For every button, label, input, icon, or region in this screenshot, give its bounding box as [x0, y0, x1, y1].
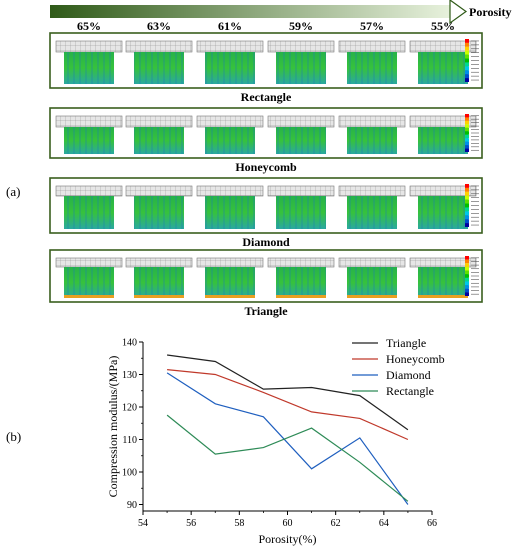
row-name: Diamond — [242, 235, 290, 249]
fem-specimen — [125, 40, 193, 84]
modulus-chart: 54 56 58 60 62 64 66 90 100 110 120 130 140 Porosity(… — [106, 336, 445, 546]
y-tick-label: 90 — [127, 500, 137, 511]
panel-a-label: (a) — [6, 184, 20, 199]
panel-b-label: (b) — [6, 429, 21, 444]
fem-specimen — [125, 185, 193, 229]
x-tick-label: 62 — [331, 518, 341, 529]
series-line-honeycomb — [167, 369, 409, 441]
stress-legend — [465, 39, 479, 82]
y-axis-label: Compression modulus/(MPa) — [106, 356, 120, 498]
structure-row: Honeycomb — [49, 107, 483, 174]
fem-specimen — [267, 185, 335, 229]
porosity-labels: 65% 63% 61% 59% 57% 55% — [77, 19, 455, 33]
fem-specimen — [55, 40, 123, 84]
row-name: Rectangle — [241, 90, 292, 104]
structure-row: Triangle — [49, 249, 483, 318]
row-frame — [49, 107, 483, 159]
stress-legend — [465, 256, 479, 296]
fem-specimen — [196, 185, 264, 229]
porosity-label: 65% — [77, 19, 101, 33]
fem-specimen — [338, 115, 406, 154]
porosity-label: 59% — [289, 19, 313, 33]
fem-specimen — [409, 115, 477, 154]
porosity-axis-label: Porosity — [469, 5, 511, 19]
series-line-rectangle — [166, 414, 409, 502]
x-tick-label: 66 — [427, 518, 437, 529]
fem-specimen — [55, 185, 123, 229]
x-axis-label: Porosity(%) — [259, 532, 317, 546]
fem-specimen — [338, 257, 406, 298]
row-name: Honeycomb — [235, 160, 297, 174]
porosity-label: 57% — [360, 19, 384, 33]
fem-specimen — [125, 257, 193, 298]
fem-specimen — [338, 185, 406, 229]
x-tick-label: 54 — [138, 518, 148, 529]
fem-specimen — [409, 40, 477, 84]
structure-rows: Rectangle Honeycomb Diamond Triangle — [49, 32, 483, 318]
legend-label: Diamond — [386, 368, 431, 382]
legend-label: Rectangle — [386, 384, 434, 398]
x-tick-label: 56 — [186, 518, 196, 529]
fem-specimen — [267, 40, 335, 84]
y-tick-label: 100 — [122, 468, 137, 479]
fem-specimen — [196, 40, 264, 84]
porosity-label: 61% — [218, 19, 242, 33]
fem-specimen — [55, 257, 123, 298]
porosity-label: 63% — [147, 19, 171, 33]
fem-specimen — [409, 185, 477, 229]
fem-specimen — [267, 257, 335, 298]
fem-specimen — [196, 115, 264, 154]
structure-row: Rectangle — [49, 32, 483, 104]
stress-legend — [465, 114, 479, 152]
porosity-arrow — [50, 0, 468, 25]
porosity-label: 55% — [431, 19, 455, 33]
x-tick-label: 64 — [379, 518, 389, 529]
x-tick-label: 58 — [234, 518, 244, 529]
y-tick-label: 130 — [122, 370, 137, 381]
panel-b: (b) 54 56 58 60 62 64 66 90 100 110 120 130 140 Poros… — [6, 336, 445, 546]
fem-specimen — [125, 115, 193, 154]
series-line-diamond — [166, 372, 409, 505]
fem-specimen — [55, 115, 123, 154]
legend-label: Triangle — [386, 336, 426, 350]
structure-row: Diamond — [49, 177, 483, 249]
panel-a: Porosity 65% 63% 61% 59% 57% 55% Rectangle Hon… — [6, 0, 511, 318]
y-tick-label: 110 — [122, 435, 137, 446]
row-name: Triangle — [244, 304, 288, 318]
chart-legend: Triangle Honeycomb Diamond Rectangle — [352, 336, 445, 398]
fem-specimen — [196, 257, 264, 298]
stress-legend — [465, 184, 479, 227]
fem-specimen — [267, 115, 335, 154]
y-tick-label: 140 — [122, 338, 137, 349]
x-tick-label: 60 — [283, 518, 293, 529]
fem-specimen — [338, 40, 406, 84]
legend-label: Honeycomb — [386, 352, 445, 366]
fem-specimen — [409, 257, 477, 298]
y-tick-label: 120 — [122, 403, 137, 414]
series-line-triangle — [167, 354, 409, 431]
